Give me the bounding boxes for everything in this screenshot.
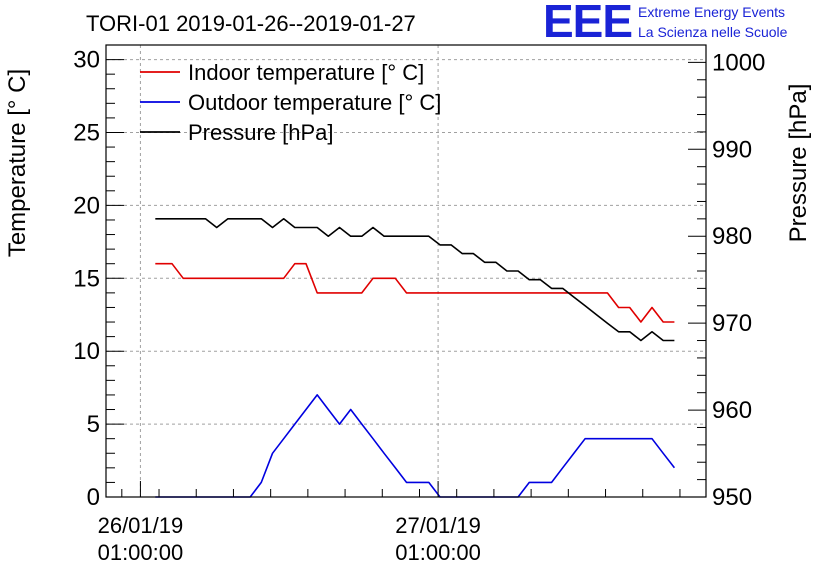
right-tick-label: 990	[712, 136, 752, 163]
right-tick-label: 1000	[712, 49, 765, 76]
chart-title: TORI-01 2019-01-26--2019-01-27	[86, 11, 416, 36]
left-tick-label: 0	[87, 484, 100, 511]
left-axis: 0 5 10 15 20 25 30	[73, 47, 124, 511]
left-tick-label: 5	[87, 411, 100, 438]
right-axis: 950 960 970 980 990 1000	[688, 49, 765, 511]
right-tick-label: 960	[712, 397, 752, 424]
logo-line-2: La Scienza nelle Scuole	[638, 24, 788, 40]
x-tick-date: 27/01/19	[395, 513, 481, 538]
series-layer	[155, 218, 676, 498]
legend-label-1: Indoor temperature [° C]	[188, 60, 424, 85]
series-line-1	[155, 262, 675, 323]
right-tick-label: 970	[712, 310, 752, 337]
legend-label-3: Pressure [hPa]	[188, 120, 334, 145]
eee-logo-mark: EEE	[543, 0, 633, 47]
right-axis-label: Pressure [hPa]	[785, 84, 812, 243]
x-tick-time: 01:00:00	[98, 540, 184, 565]
right-tick-label: 980	[712, 223, 752, 250]
logo-line-1: Extreme Energy Events	[638, 4, 786, 20]
left-axis-label: Temperature [° C]	[4, 69, 31, 257]
left-tick-label: 25	[73, 119, 100, 146]
left-tick-label: 20	[73, 192, 100, 219]
grid-lines	[106, 45, 706, 497]
right-tick-label: 950	[712, 484, 752, 511]
series-line-3	[155, 218, 675, 342]
legend: Indoor temperature [° C] Outdoor temperat…	[140, 60, 441, 145]
left-tick-label: 30	[73, 47, 100, 74]
x-tick-time: 01:00:00	[395, 540, 481, 565]
left-tick-label: 15	[73, 265, 100, 292]
eee-logo: EEE Extreme Energy Events La Scienza nel…	[543, 0, 833, 47]
x-tick-date: 26/01/19	[98, 513, 184, 538]
legend-label-2: Outdoor temperature [° C]	[188, 90, 441, 115]
series-line-2	[155, 394, 676, 498]
left-tick-label: 10	[73, 338, 100, 365]
